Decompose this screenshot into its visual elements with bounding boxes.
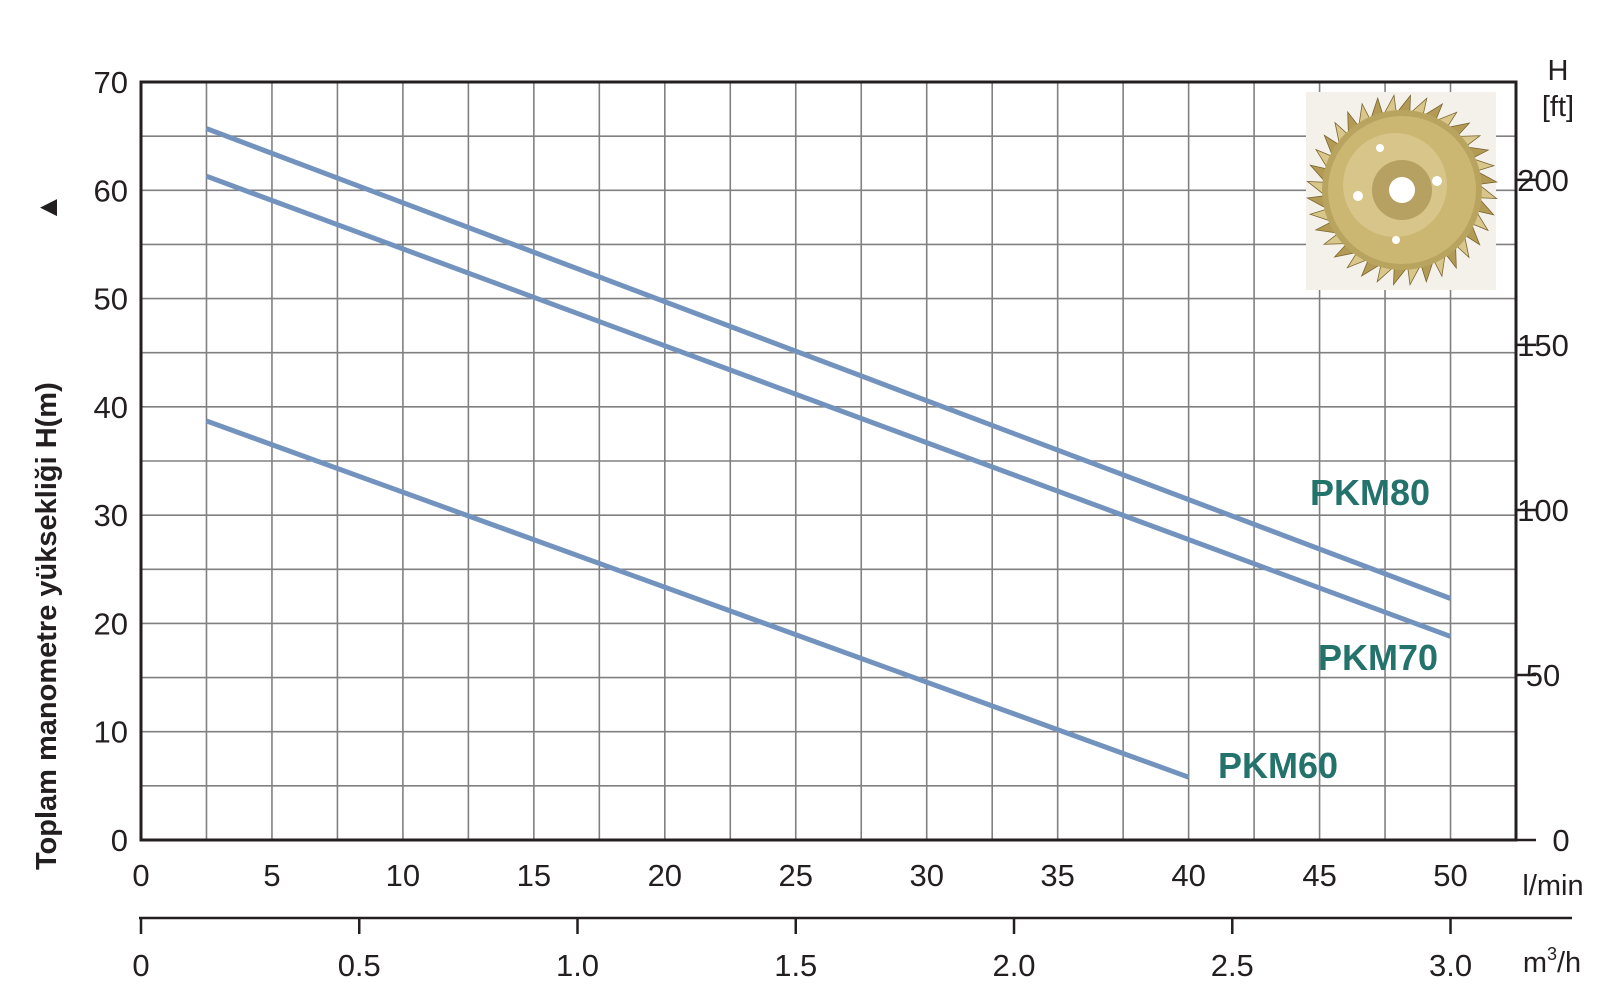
x-axis-m3h: 0 0.5 1.0 1.5 2.0 2.5 3.0 [132,916,1572,983]
x-tick-label: 50 [1433,858,1467,893]
x2-tick-label: 0.5 [338,948,381,983]
y-tick-label: 40 [94,390,128,425]
series-lines [205,126,1452,780]
series-line-pkm60 [205,418,1190,780]
y-tick-label: 20 [94,606,128,641]
y-axis-right: 0 50 100 150 200 [1516,163,1570,858]
impeller-icon [1306,92,1498,290]
x2-tick-label: 2.5 [1211,948,1254,983]
y-tick-label: 0 [111,823,128,858]
y-tick-label: 70 [94,65,128,100]
series-line-pkm80 [205,126,1452,601]
series-label-pkm70: PKM70 [1318,637,1438,678]
y-right-label-h: H [1548,55,1569,87]
x-tick-label: 35 [1040,858,1074,893]
x-axis-lmin: 0 5 10 15 20 25 30 35 40 45 50 [132,858,1467,893]
x2-tick-label: 1.5 [774,948,817,983]
x2-tick-label: 3.0 [1429,948,1472,983]
series-labels: PKM80 PKM70 PKM60 [1218,472,1438,786]
x2-axis-units: m3/h [1523,944,1581,979]
x-tick-label: 5 [263,858,280,893]
grid-lines [140,81,1517,841]
series-line-pkm70 [205,173,1452,639]
y-axis-left: 0 10 20 30 40 50 60 70 [94,65,128,858]
y-tick-label: 10 [94,715,128,750]
y-tick-label: 30 [94,498,128,533]
y-right-tick-label: 150 [1517,328,1569,363]
x2-tick-label: 0 [132,948,149,983]
x-tick-label: 0 [132,858,149,893]
x2-tick-label: 2.0 [992,948,1035,983]
y-right-tick-label: 0 [1552,823,1569,858]
x-tick-label: 20 [648,858,682,893]
y-right-tick-label: 50 [1526,658,1560,693]
y-right-tick-label: 100 [1517,493,1569,528]
x-axis-units: l/min [1522,870,1583,902]
x-tick-label: 30 [909,858,943,893]
y-tick-label: 50 [94,282,128,317]
y-right-label-ft: [ft] [1542,91,1574,123]
x-tick-label: 10 [386,858,420,893]
x-tick-label: 40 [1171,858,1205,893]
plot-frame [139,80,1518,842]
series-label-pkm60: PKM60 [1218,745,1338,786]
y-axis-arrow: ▲ [32,193,64,222]
series-label-pkm80: PKM80 [1310,472,1430,513]
x-tick-label: 15 [517,858,551,893]
y-right-tick-label: 200 [1517,163,1569,198]
x-tick-label: 25 [779,858,813,893]
y-tick-label: 60 [94,173,128,208]
x2-tick-label: 1.0 [556,948,599,983]
x-tick-label: 45 [1302,858,1336,893]
y-axis-label: Toplam manometre yüksekliği H(m) [31,382,63,870]
